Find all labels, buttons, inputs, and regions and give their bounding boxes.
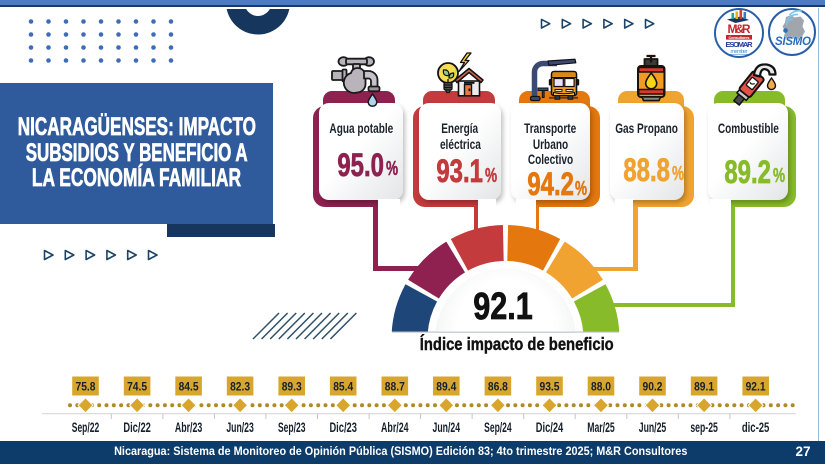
svg-text:Dic/24: Dic/24 xyxy=(536,419,564,435)
svg-text:Abr/24: Abr/24 xyxy=(381,419,409,435)
svg-text:member: member xyxy=(731,49,748,55)
svg-text:Mar/25: Mar/25 xyxy=(587,419,615,435)
svg-text:90.2: 90.2 xyxy=(643,382,663,394)
svg-text:92.1: 92.1 xyxy=(746,382,767,394)
svg-text:88.0: 88.0 xyxy=(591,382,611,394)
svg-text:84.5: 84.5 xyxy=(179,382,200,394)
svg-text:86.8: 86.8 xyxy=(488,382,509,394)
svg-text:sep-25: sep-25 xyxy=(690,419,718,435)
svg-text:82.3: 82.3 xyxy=(230,382,250,394)
svg-text:Jun/25: Jun/25 xyxy=(639,419,667,435)
svg-text:M&R: M&R xyxy=(728,22,751,36)
svg-text:85.4: 85.4 xyxy=(333,382,354,394)
svg-text:Jun/23: Jun/23 xyxy=(226,419,254,435)
svg-text:Dic/23: Dic/23 xyxy=(329,419,357,435)
svg-text:89.1: 89.1 xyxy=(694,382,715,394)
svg-text:88.7: 88.7 xyxy=(385,382,405,394)
svg-text:89.3: 89.3 xyxy=(282,382,302,394)
svg-text:89.4: 89.4 xyxy=(436,382,457,394)
svg-text:75.8: 75.8 xyxy=(76,382,97,394)
svg-text:SISMO: SISMO xyxy=(775,36,811,48)
svg-text:Dic/22: Dic/22 xyxy=(123,419,151,435)
svg-text:Abr/23: Abr/23 xyxy=(175,419,203,435)
svg-text:Consultores: Consultores xyxy=(729,36,750,40)
svg-text:ESOMAR: ESOMAR xyxy=(726,40,754,49)
svg-text:Sep/24: Sep/24 xyxy=(484,419,512,435)
svg-text:74.5: 74.5 xyxy=(127,382,148,394)
svg-text:93.5: 93.5 xyxy=(540,382,561,394)
svg-text:dic-25: dic-25 xyxy=(742,419,770,435)
svg-text:Jun/24: Jun/24 xyxy=(433,419,461,435)
svg-text:Sep/22: Sep/22 xyxy=(72,419,100,435)
svg-text:Sep/23: Sep/23 xyxy=(278,419,306,435)
